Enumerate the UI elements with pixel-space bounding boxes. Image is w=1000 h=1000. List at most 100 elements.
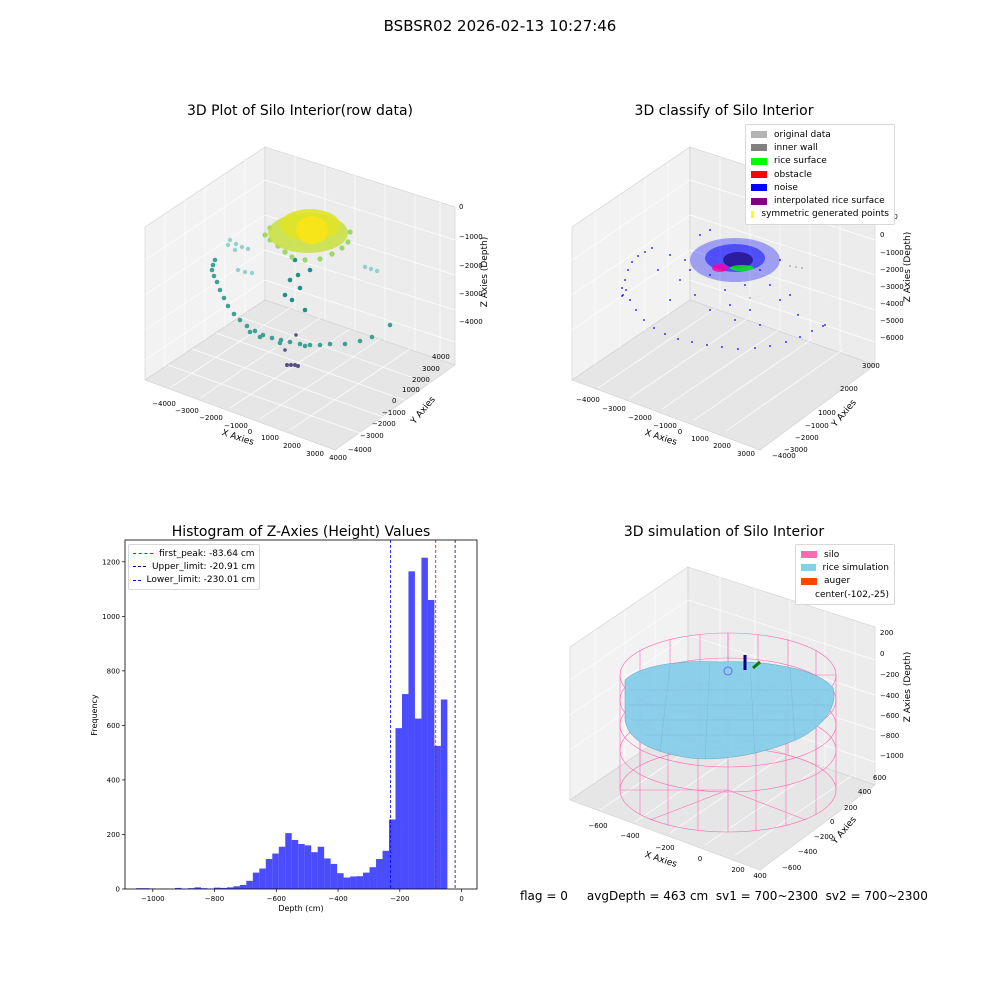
- histogram-bar: [395, 728, 402, 889]
- legend-label: rice simulation: [822, 562, 889, 573]
- histogram-ytick-label: 0: [116, 886, 120, 894]
- histogram-bar: [350, 876, 357, 889]
- histogram-bar: [408, 571, 415, 889]
- raw-ytick: −1000: [382, 409, 406, 417]
- histogram-bar: [376, 859, 383, 889]
- sim-xlabel: X Axies: [643, 850, 678, 870]
- status-footer: flag = 0 avgDepth = 463 cm sv1 = 700~230…: [520, 889, 928, 903]
- raw-ytick: 3000: [422, 365, 440, 373]
- raw-zlabel: Z Axies (Depth): [480, 237, 490, 308]
- sim-ztick: −200: [880, 671, 899, 679]
- legend-swatch: [751, 197, 767, 205]
- histogram-ylabel: Frequency: [90, 694, 99, 736]
- raw-xtick: 1000: [261, 434, 279, 442]
- histogram-xlabel: Depth (cm): [278, 904, 323, 913]
- sim-xtick: 400: [753, 872, 766, 880]
- rice-surface: [624, 661, 835, 760]
- histogram-bar: [389, 819, 396, 889]
- simulation-legend: silo rice simulation auger center(-102,-…: [795, 544, 895, 606]
- classify-ztick: −5000: [880, 317, 904, 325]
- raw-ztick: −1000: [459, 233, 483, 241]
- histogram-bar: [200, 888, 208, 889]
- sim-zlabel: Z Axies (Depth): [903, 652, 913, 723]
- histogram-chart: −1000 −800 −600 −400 −200 0 0 200 400 600 800 1000…: [90, 539, 478, 913]
- raw-plot-title: 3D Plot of Silo Interior(row data): [186, 103, 414, 119]
- sim-xtick: −600: [588, 822, 607, 830]
- classify-legend: original data inner wall rice surface ob…: [745, 124, 895, 226]
- histogram-bar: [363, 872, 370, 889]
- raw-ytick: −3000: [360, 432, 384, 440]
- raw-ztick: −4000: [459, 318, 483, 326]
- raw-ylabel: Y Axies: [409, 395, 438, 427]
- classify-3d-plot: −4000 −3000 −2000 −1000 0 1000 2000 3000…: [571, 146, 913, 460]
- legend-item: auger: [801, 575, 889, 588]
- histogram-bar: [434, 745, 441, 889]
- classify-xtick: −2000: [628, 414, 652, 422]
- legend-label: symmetric generated points: [761, 209, 889, 220]
- histogram-xtick-label: −1000: [141, 895, 165, 903]
- raw-ytick: 2000: [412, 376, 430, 384]
- histogram-bar: [220, 887, 227, 889]
- legend-swatch: [751, 210, 755, 218]
- legend-swatch: [751, 171, 767, 179]
- histogram-bar: [304, 845, 312, 889]
- raw-xtick: 3000: [306, 450, 324, 458]
- raw-ytick: −4000: [348, 446, 372, 454]
- histogram-bar: [337, 873, 344, 889]
- legend-label: Upper_limit: -20.91 cm: [151, 561, 255, 572]
- legend-item: inner wall: [751, 141, 889, 154]
- histogram-bar: [382, 850, 389, 889]
- raw-3d-plot: −4000 −3000 −2000 −1000 0 1000 2000 3000…: [144, 146, 490, 460]
- sim-ytick: 200: [844, 804, 857, 812]
- legend-label: silo: [824, 549, 840, 560]
- histogram-bar: [259, 868, 266, 889]
- sim-xtick: 200: [731, 866, 744, 874]
- legend-label: auger: [824, 576, 851, 587]
- sim-xtick: −400: [620, 832, 639, 840]
- classify-ytick: 1000: [818, 409, 836, 417]
- histogram-bar: [440, 699, 448, 889]
- legend-swatch: [801, 591, 808, 598]
- simulation-plot-title: 3D simulation of Silo Interior: [623, 524, 825, 540]
- legend-item: original data: [751, 128, 889, 141]
- histogram-bar: [414, 718, 422, 889]
- classify-ztick: −6000: [880, 334, 904, 342]
- classify-ztick: −4000: [880, 300, 904, 308]
- classify-ztick: −1000: [880, 249, 904, 257]
- histogram-bar: [194, 887, 201, 889]
- histogram-bar: [330, 863, 338, 889]
- histogram-xtick-label: −400: [328, 895, 347, 903]
- histogram-ytick-label: 1200: [102, 558, 120, 566]
- raw-xtick: 0: [248, 428, 252, 436]
- histogram-bar: [427, 599, 435, 889]
- raw-ytick: 4000: [432, 353, 450, 361]
- legend-swatch: [751, 144, 767, 152]
- legend-swatch: [751, 184, 767, 192]
- legend-swatch: [801, 564, 816, 572]
- sim-xtick: 0: [698, 855, 702, 863]
- sim-ztick: 0: [880, 650, 884, 658]
- classify-xlabel: X Axies: [643, 428, 678, 448]
- classify-ytick: −3000: [784, 446, 808, 454]
- classify-ytick: −2000: [795, 434, 819, 442]
- classify-xtick: 1000: [691, 435, 709, 443]
- sim-ytick: −200: [814, 833, 833, 841]
- legend-item: rice surface: [751, 155, 889, 168]
- histogram-bar: [401, 694, 409, 889]
- histogram-bar: [317, 846, 325, 889]
- histogram-ytick-label: 1000: [102, 613, 120, 621]
- legend-item: center(-102,-25): [801, 588, 889, 601]
- legend-item: rice simulation: [801, 561, 889, 574]
- histogram-ytick-label: 200: [107, 831, 120, 839]
- histogram-bar: [265, 859, 273, 889]
- histogram-bar: [136, 888, 143, 889]
- histogram-bar: [175, 887, 182, 889]
- legend-swatch: [801, 551, 817, 559]
- sim-xtick: −200: [655, 844, 674, 852]
- raw-xtick: −3000: [175, 407, 199, 415]
- histogram-xtick-label: −200: [390, 895, 409, 903]
- histogram-bar: [278, 846, 286, 889]
- legend-label: rice surface: [774, 156, 827, 167]
- sim-ytick: −600: [782, 864, 801, 872]
- histogram-xtick-label: −800: [205, 895, 224, 903]
